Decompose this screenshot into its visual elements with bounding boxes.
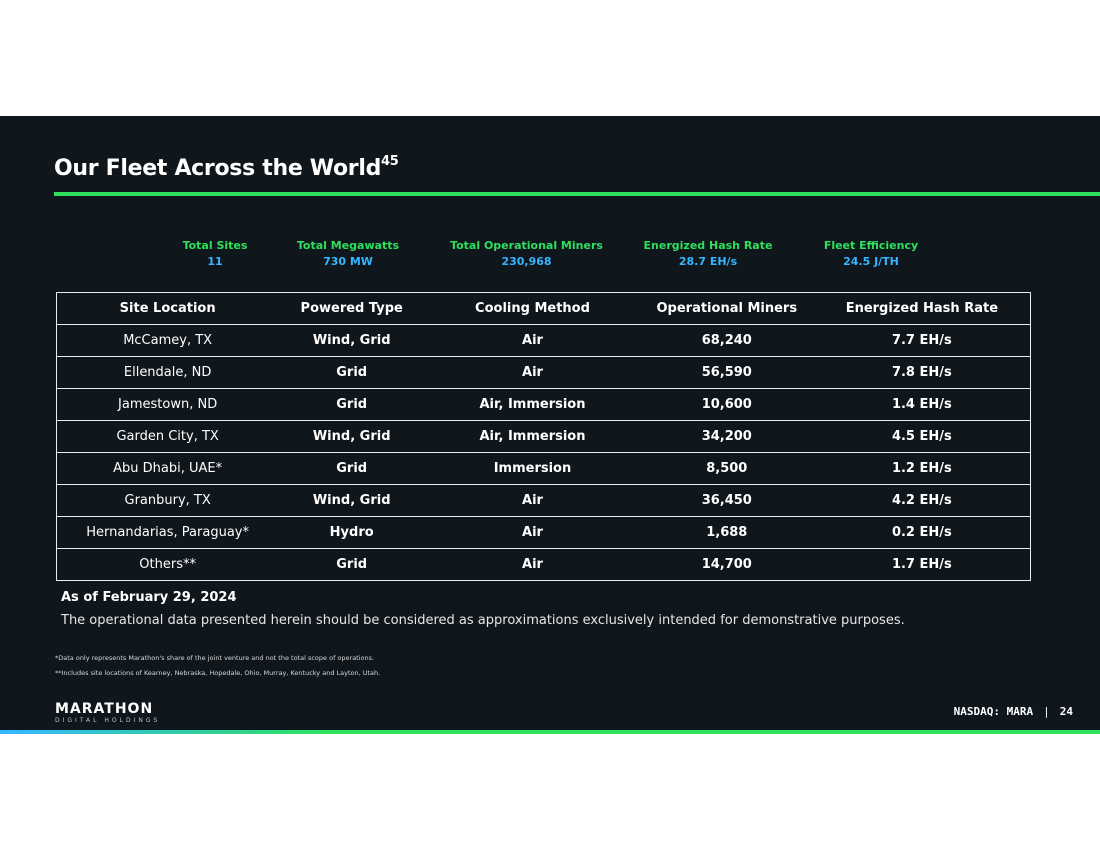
cell-powered-type: Grid [278,356,426,389]
cell-energized-hash-rate: 1.4 EH/s [813,388,1031,421]
table-row: Hernandarias, Paraguay* Hydro Air 1,688 … [56,516,1031,549]
cell-cooling-method: Air [425,356,640,389]
cell-site-location: Others** [56,548,279,581]
column-header: Operational Miners [639,292,814,325]
column-header: Powered Type [278,292,426,325]
cell-site-location: Abu Dhabi, UAE* [56,452,279,485]
marathon-logo: MARATHON DIGITAL HOLDINGS [55,702,160,725]
stat-total-operational-miners: Total Operational Miners 230,968 [446,238,607,270]
table-row: Ellendale, ND Grid Air 56,590 7.8 EH/s [56,356,1031,389]
cell-powered-type: Wind, Grid [278,324,426,357]
cell-energized-hash-rate: 7.7 EH/s [813,324,1031,357]
cell-site-location: Hernandarias, Paraguay* [56,516,279,549]
cell-site-location: Ellendale, ND [56,356,279,389]
cell-powered-type: Wind, Grid [278,420,426,453]
stat-value: 24.5 J/TH [843,255,899,268]
table-row: Others** Grid Air 14,700 1.7 EH/s [56,548,1031,581]
logo-subtitle: DIGITAL HOLDINGS [55,717,161,724]
cell-energized-hash-rate: 7.8 EH/s [813,356,1031,389]
stat-label: Total Sites [182,239,248,252]
cell-cooling-method: Air [425,324,640,357]
footnote-joint-venture: *Data only represents Marathon's share o… [55,654,375,662]
page-number: 24 [1059,705,1073,718]
cell-cooling-method: Immersion [425,452,640,485]
slide: Our Fleet Across the World45 Total Sites… [0,116,1100,734]
cell-powered-type: Grid [278,388,426,421]
cell-energized-hash-rate: 0.2 EH/s [813,516,1031,549]
stat-total-sites: Total Sites 11 [173,238,257,270]
fleet-table: Site Location Powered Type Cooling Metho… [56,292,1031,581]
table-row: Jamestown, ND Grid Air, Immersion 10,600… [56,388,1031,421]
cell-cooling-method: Air, Immersion [425,388,640,421]
column-header: Energized Hash Rate [813,292,1031,325]
footer-ticker: NASDAQ: MARA | 24 [954,705,1073,718]
table-header-row: Site Location Powered Type Cooling Metho… [56,292,1031,325]
cell-site-location: Garden City, TX [56,420,279,453]
cell-operational-miners: 34,200 [639,420,814,453]
cell-energized-hash-rate: 4.5 EH/s [813,420,1031,453]
stat-value: 28.7 EH/s [678,255,738,268]
cell-operational-miners: 14,700 [639,548,814,581]
stat-value: 730 MW [323,255,373,268]
table-row: McCamey, TX Wind, Grid Air 68,240 7.7 EH… [56,324,1031,357]
cell-operational-miners: 1,688 [639,516,814,549]
stat-value: 11 [207,255,223,268]
as-of-date: As of February 29, 2024 [61,590,237,605]
stat-label: Energized Hash Rate [643,239,773,252]
table-row: Garden City, TX Wind, Grid Air, Immersio… [56,420,1031,453]
title-divider [54,192,1100,196]
column-header: Cooling Method [425,292,640,325]
ticker-symbol: NASDAQ: MARA [953,705,1034,718]
cell-powered-type: Grid [278,452,426,485]
table-row: Abu Dhabi, UAE* Grid Immersion 8,500 1.2… [56,452,1031,485]
stat-fleet-efficiency: Fleet Efficiency 24.5 J/TH [816,238,926,270]
cell-energized-hash-rate: 1.7 EH/s [813,548,1031,581]
cell-cooling-method: Air [425,484,640,517]
cell-operational-miners: 10,600 [639,388,814,421]
disclaimer-text: The operational data presented herein sh… [61,613,905,628]
cell-site-location: Jamestown, ND [56,388,279,421]
table-row: Granbury, TX Wind, Grid Air 36,450 4.2 E… [56,484,1031,517]
title-superscript: 45 [381,153,399,169]
stat-label: Total Megawatts [296,239,400,252]
cell-energized-hash-rate: 4.2 EH/s [813,484,1031,517]
stat-total-megawatts: Total Megawatts 730 MW [288,238,408,270]
cell-operational-miners: 56,590 [639,356,814,389]
cell-cooling-method: Air [425,548,640,581]
cell-energized-hash-rate: 1.2 EH/s [813,452,1031,485]
cell-operational-miners: 68,240 [639,324,814,357]
cell-powered-type: Hydro [278,516,426,549]
cell-operational-miners: 8,500 [639,452,814,485]
cell-cooling-method: Air [425,516,640,549]
footnote-other-sites: **Includes site locations of Kearney, Ne… [55,669,381,677]
stat-label: Fleet Efficiency [823,239,919,252]
cell-powered-type: Wind, Grid [278,484,426,517]
stat-label: Total Operational Miners [450,239,603,252]
cell-cooling-method: Air, Immersion [425,420,640,453]
slide-title-text: Our Fleet Across the World [54,156,382,181]
cell-operational-miners: 36,450 [639,484,814,517]
bottom-gradient-bar [0,730,1100,734]
slide-title: Our Fleet Across the World45 [54,153,399,181]
cell-powered-type: Grid [278,548,426,581]
stat-energized-hash-rate: Energized Hash Rate 28.7 EH/s [638,238,778,270]
ticker-separator: | [1043,705,1050,718]
column-header: Site Location [56,292,279,325]
cell-site-location: Granbury, TX [56,484,279,517]
stat-value: 230,968 [501,255,552,268]
logo-wordmark: MARATHON [55,701,154,717]
cell-site-location: McCamey, TX [56,324,279,357]
